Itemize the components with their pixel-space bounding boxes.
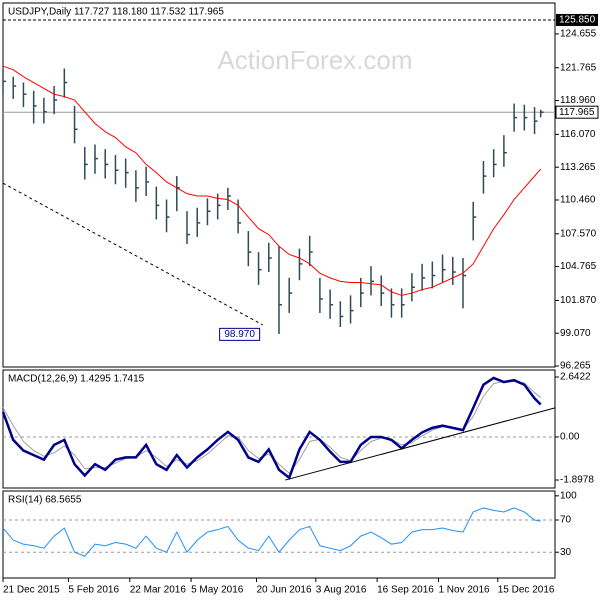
x-tick-label: 5 Feb 2016 [68, 585, 119, 596]
low-label: 98.970 [224, 329, 255, 340]
panel-title: USDJPY,Daily 117.727 118.180 117.532 117… [8, 7, 224, 18]
moving-average [2, 65, 542, 296]
low-label-box [219, 327, 261, 341]
y-tick-label: 121.765 [560, 62, 597, 73]
y-tick-label: 100 [560, 490, 577, 501]
x-tick-label: 15 Dec 2016 [498, 585, 555, 596]
panel-frame [2, 490, 556, 579]
x-tick-label: 3 Aug 2016 [316, 585, 367, 596]
indicator-line [1, 376, 542, 480]
x-tick-label: 5 May 2016 [191, 585, 244, 596]
trendline [2, 182, 263, 326]
y-tick-label: 124.655 [560, 29, 597, 40]
y-tick-label: 118.960 [560, 95, 596, 106]
x-tick-label: 20 Jun 2016 [257, 585, 312, 596]
x-tick-label: 21 Dec 2015 [3, 585, 60, 596]
y-tick-label: 70 [560, 515, 572, 526]
y-tick-label: -1.8978 [560, 475, 594, 486]
y-tick-label: 110.460 [560, 195, 596, 206]
level-label-box [556, 13, 598, 26]
y-tick-label: 96.265 [560, 361, 591, 372]
panel-title: MACD(12,26,9) 1.4295 1.7415 [8, 374, 145, 385]
y-tick-label: 30 [560, 547, 572, 558]
panel-title: RSI(14) 68.5655 [8, 495, 82, 506]
x-tick-label: 22 Mar 2016 [130, 585, 187, 596]
y-tick-label: 101.870 [560, 295, 597, 306]
y-tick-label: 116.070 [560, 129, 596, 140]
trendline [285, 407, 556, 481]
panel-frame [2, 369, 556, 489]
last-price-box [555, 105, 599, 119]
y-tick-label: 99.070 [560, 328, 591, 339]
indicator-line [2, 507, 541, 557]
x-tick-label: 16 Sep 2016 [377, 585, 434, 596]
level-label: 125.850 [559, 15, 596, 26]
y-tick-label: 2.6422 [560, 372, 591, 383]
y-tick-label: 104.765 [560, 261, 597, 272]
y-tick-label: 107.570 [560, 228, 597, 239]
y-tick-label: 0.00 [560, 432, 580, 443]
x-tick-label: 1 Nov 2016 [438, 585, 490, 596]
watermark: ActionForex.com [217, 45, 412, 75]
y-tick-label: 113.265 [560, 162, 596, 173]
panel-frame [2, 2, 556, 368]
last-price-label: 117.965 [559, 107, 595, 118]
